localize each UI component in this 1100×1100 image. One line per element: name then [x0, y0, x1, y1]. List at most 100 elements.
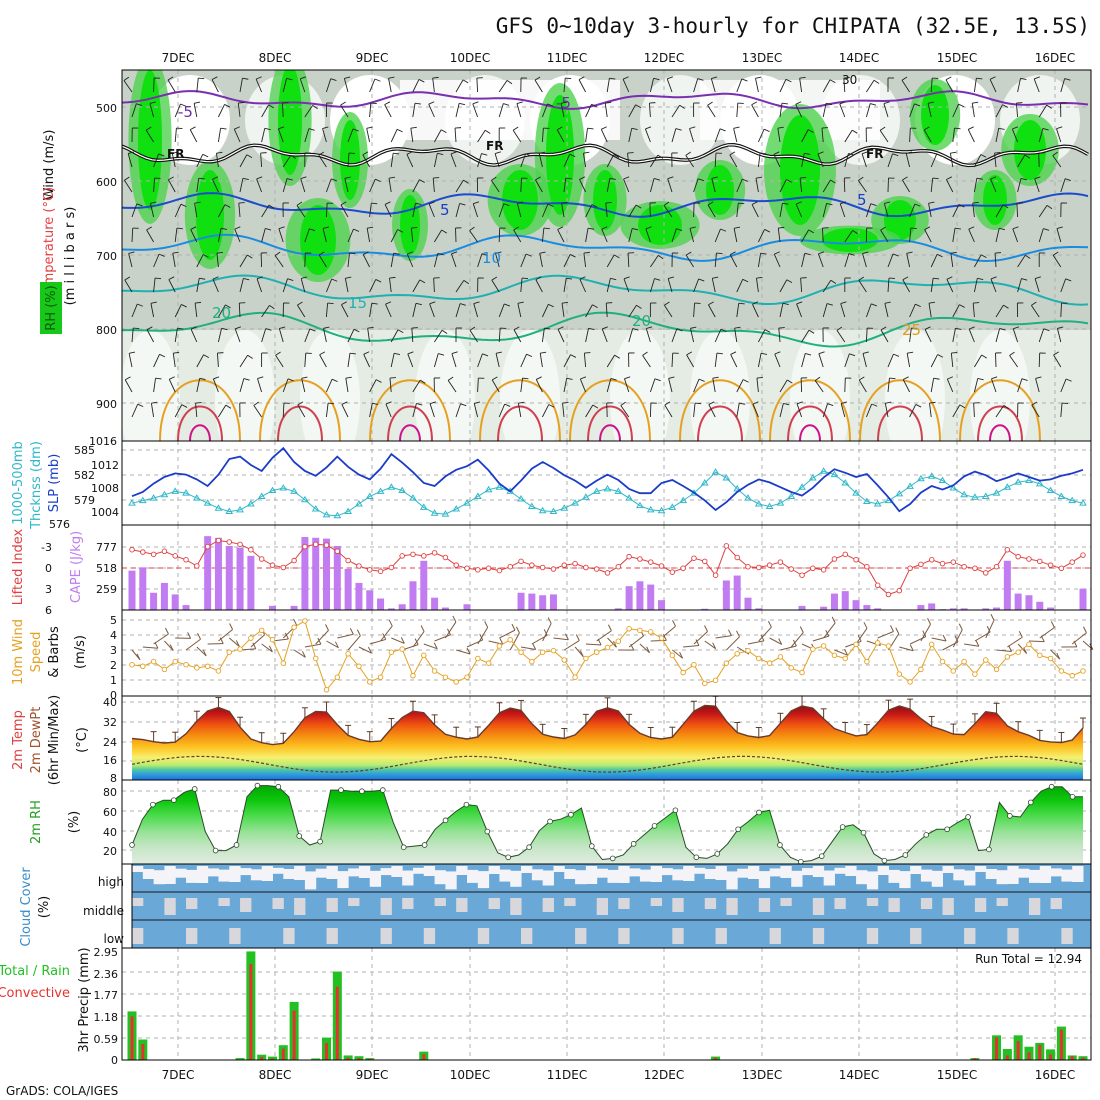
cloud-high-block [618, 866, 630, 883]
wind-barb [1017, 78, 1021, 93]
thickness-point [246, 500, 255, 507]
ytick: -3 [41, 541, 52, 554]
cloud-mid-block [672, 898, 684, 912]
lifted-index-point [194, 563, 200, 569]
wind-speed-point [323, 686, 330, 693]
contour-line [369, 379, 451, 441]
wind-barb [384, 101, 391, 106]
cloud-low-block [769, 928, 781, 944]
rh2m-point [526, 844, 532, 850]
cloud-high-block [132, 866, 144, 872]
wind-barb [714, 253, 717, 268]
wind-barb [862, 353, 867, 368]
wind-barb [995, 104, 1003, 118]
wind-barb [196, 278, 200, 293]
wind-barb [708, 301, 714, 306]
wind-barb [563, 178, 567, 193]
day-label: 7DEC [162, 51, 195, 65]
wind-barb [999, 328, 1006, 331]
wind-barb [416, 403, 423, 406]
wind-barb [930, 178, 934, 193]
wind-barb [455, 179, 464, 193]
wind-barb [516, 103, 522, 118]
wind-barb [871, 403, 878, 407]
wind-barb [1009, 351, 1015, 356]
wind-barb [747, 640, 765, 645]
wind-barb [584, 352, 591, 354]
ytick: 4 [110, 629, 117, 642]
wind-barb [167, 79, 176, 93]
lifted-index-point [572, 560, 578, 567]
contour-line [122, 233, 1089, 263]
ytick: 8 [110, 772, 117, 785]
wind-barb [199, 377, 206, 380]
lifted-index-point [777, 559, 784, 565]
wind-barb [715, 635, 732, 639]
wind-barb [407, 251, 414, 255]
wind-barb [367, 326, 374, 329]
wind-barb [994, 153, 997, 168]
wind-barb [929, 403, 932, 418]
wind-barb [293, 618, 298, 626]
thickness-ylabel: 1000-500mb [11, 441, 26, 525]
wind-barb [341, 404, 349, 418]
wind-barb [1017, 278, 1022, 293]
wind-barb [736, 303, 740, 318]
wind-barb [469, 226, 475, 231]
ytick: 1012 [91, 459, 119, 472]
wind-barb [1060, 78, 1066, 93]
wind-barb [954, 635, 959, 643]
wind-barb [466, 647, 471, 655]
wind-barb [774, 251, 780, 255]
wind-barb [393, 152, 400, 155]
wind-barb [995, 128, 1000, 143]
thickness-point [1057, 492, 1066, 499]
wind-barb [557, 326, 564, 330]
lifted-index-point [507, 563, 513, 570]
lifted-index-point [1015, 553, 1021, 560]
lifted-index-point [539, 564, 546, 571]
wind-barb [393, 252, 400, 255]
wind-barb [756, 377, 763, 379]
cloud-high-block [456, 866, 468, 875]
wind-barb [239, 178, 244, 193]
wind-barb [760, 152, 767, 155]
wind-barb [212, 176, 219, 180]
wind-barb [419, 179, 425, 183]
wind-speed-point [161, 666, 168, 673]
wind-barb [755, 78, 759, 93]
wind-barb [390, 129, 398, 143]
wind-barb [412, 203, 416, 218]
wind-barb [520, 354, 527, 368]
wind-barb [1018, 631, 1023, 638]
ytick: 700 [96, 250, 117, 263]
wind-barb [671, 105, 681, 118]
wind-barb [950, 151, 957, 154]
ytick: 900 [96, 398, 117, 411]
lifted-index-point [907, 565, 913, 572]
wind-barb [535, 379, 543, 393]
wind-barb [579, 650, 584, 657]
wind-barb [623, 176, 630, 180]
wind-barb [520, 378, 523, 393]
ytick: 518 [96, 562, 117, 575]
wind-barb [664, 301, 670, 306]
cloud-high-block [585, 866, 598, 884]
cloud-high-block [445, 871, 457, 890]
wind-barb [831, 616, 836, 624]
cloud-high-block [607, 869, 619, 883]
lifted-index-point [918, 561, 924, 568]
wind-barb [229, 623, 234, 630]
wind-barb [804, 152, 811, 155]
wind-barb [315, 630, 329, 645]
lifted-index-point [723, 543, 730, 549]
lifted-index-point [399, 553, 405, 559]
wind-barb [1034, 76, 1040, 80]
wind-barb [385, 304, 392, 318]
wind-barb [760, 252, 767, 255]
wind-barb [388, 76, 395, 79]
wind-barb [1043, 328, 1050, 332]
wind-barb [429, 303, 435, 318]
wind-barb [150, 403, 155, 418]
wind-barb [390, 153, 394, 168]
